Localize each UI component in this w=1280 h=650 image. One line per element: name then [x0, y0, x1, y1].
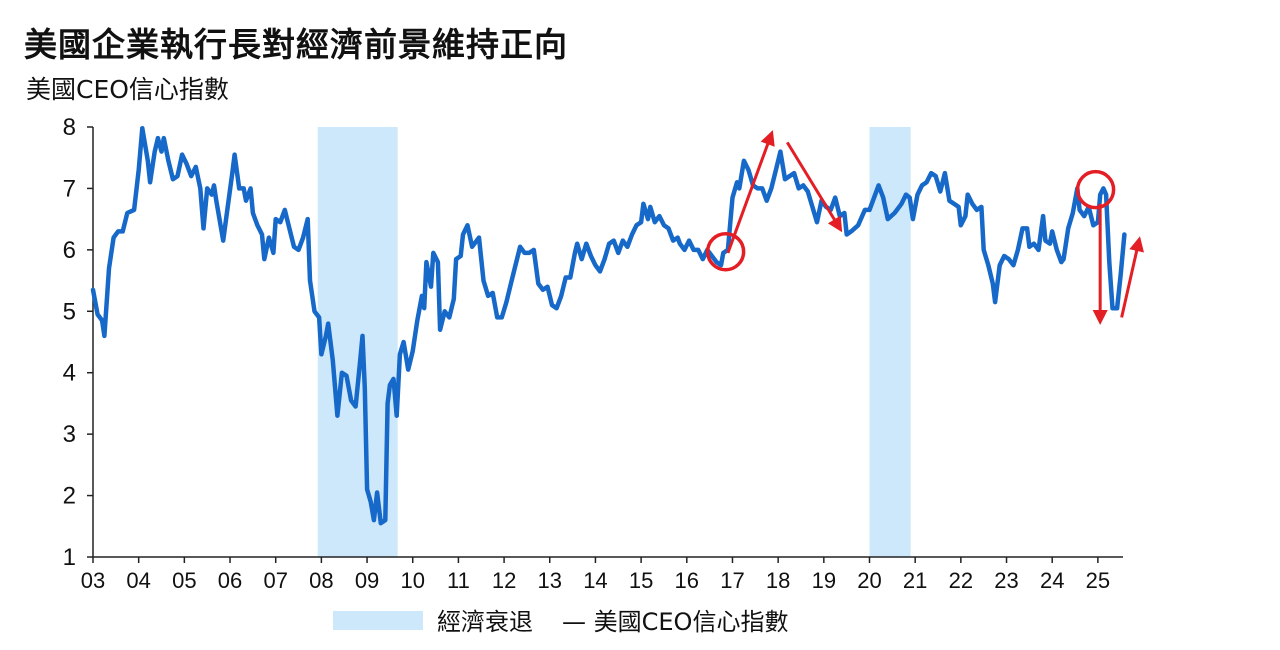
y-tick-label: 2 [63, 483, 76, 510]
x-tick-label: 13 [538, 568, 562, 593]
y-tick-label: 8 [63, 114, 76, 141]
y-tick-label: 6 [63, 237, 76, 264]
x-tick-label: 25 [1086, 568, 1110, 593]
chart-title: 美國企業執行長對經濟前景維持正向 [24, 25, 568, 64]
y-tick-label: 1 [63, 544, 76, 571]
x-tick-label: 07 [263, 568, 287, 593]
x-tick-label: 20 [857, 568, 881, 593]
y-tick-label: 5 [63, 298, 76, 325]
x-tick-label: 11 [447, 568, 470, 593]
legend-recession-label: 經濟衰退 [437, 608, 533, 636]
chart-subtitle: 美國CEO信心指數 [26, 75, 229, 104]
x-tick-label: 18 [766, 568, 790, 593]
annotation-circle-2 [1075, 169, 1116, 210]
x-tick-label: 24 [1040, 568, 1064, 593]
x-tick-label: 05 [172, 568, 196, 593]
x-tick-label: 09 [355, 568, 379, 593]
annotation-arrow-1 [726, 130, 775, 254]
x-tick-label: 08 [309, 568, 333, 593]
series-line-ceo-confidence [90, 125, 1127, 526]
x-tick-label: 10 [400, 568, 424, 593]
annotation-arrow-2 [785, 141, 843, 233]
x-tick-label: 23 [994, 568, 1018, 593]
annotation-arrow-4 [1120, 236, 1144, 318]
x-tick-label: 03 [81, 568, 105, 593]
x-tick-label: 04 [126, 568, 150, 593]
x-tick-label: 14 [583, 568, 607, 593]
x-tick-label: 12 [492, 568, 516, 593]
annotation-circle-1 [705, 231, 746, 272]
x-tick-label: 15 [629, 568, 653, 593]
x-tick-label: 22 [949, 568, 973, 593]
x-tick-label: 21 [903, 568, 927, 593]
x-tick-label: 17 [720, 568, 744, 593]
y-tick-label: 3 [63, 421, 76, 448]
y-tick-label: 7 [63, 175, 76, 202]
x-tick-label: 19 [812, 568, 836, 593]
x-tick-label: 16 [675, 568, 699, 593]
x-tick-label: 06 [218, 568, 242, 593]
legend-series-label: — 美國CEO信心指數 [562, 608, 788, 636]
legend-recession-swatch [333, 611, 423, 630]
y-tick-label: 4 [63, 360, 76, 387]
